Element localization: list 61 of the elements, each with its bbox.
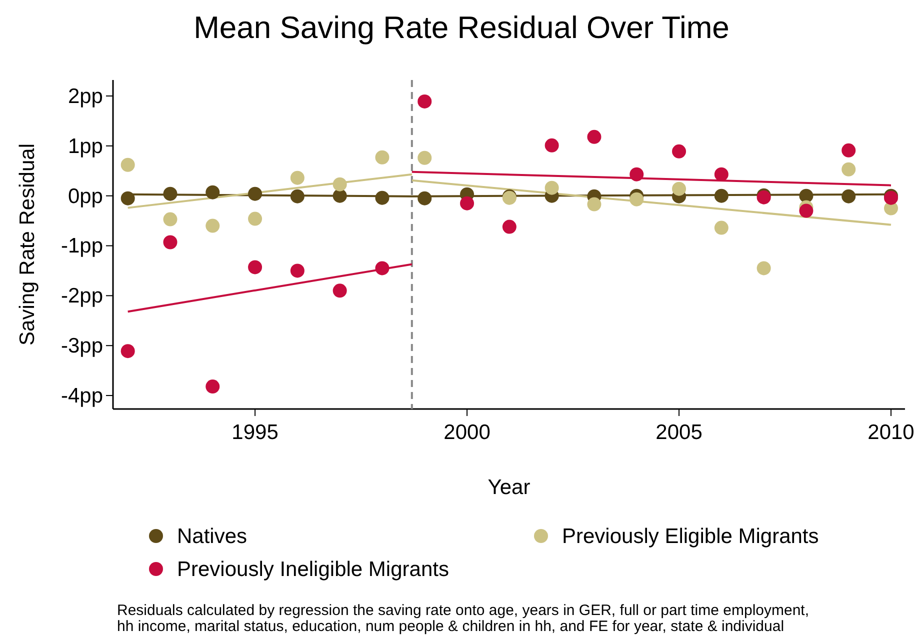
y-tick-label: 1pp xyxy=(68,134,103,158)
legend-label: Natives xyxy=(177,525,248,548)
point xyxy=(163,186,178,201)
point xyxy=(120,158,135,172)
legend-label: Previously Eligible Migrants xyxy=(562,525,819,548)
point xyxy=(332,284,347,298)
point xyxy=(375,190,390,205)
point xyxy=(290,189,304,204)
point xyxy=(714,220,728,235)
point xyxy=(375,150,390,164)
y-tick-label: -1pp xyxy=(60,234,103,258)
point xyxy=(630,192,644,206)
point xyxy=(418,150,432,165)
point xyxy=(290,170,304,185)
point xyxy=(672,144,686,158)
point xyxy=(756,261,771,276)
point xyxy=(163,212,178,226)
point xyxy=(248,186,262,201)
point xyxy=(163,235,178,250)
point xyxy=(248,260,262,274)
x-tick-label: 2010 xyxy=(868,421,914,444)
point xyxy=(587,197,602,212)
x-tick-label: 1995 xyxy=(232,421,278,444)
point xyxy=(842,189,856,204)
point xyxy=(714,188,728,203)
point xyxy=(544,180,559,195)
point xyxy=(206,380,220,394)
point xyxy=(502,220,516,234)
point xyxy=(206,185,220,200)
y-tick-label: -4pp xyxy=(60,384,103,408)
point xyxy=(587,130,602,144)
chart-title: Mean Saving Rate Residual Over Time xyxy=(194,10,730,45)
point xyxy=(248,212,262,226)
point xyxy=(460,196,474,210)
point xyxy=(120,191,135,206)
y-tick-label: 2pp xyxy=(68,84,103,108)
x-tick-label: 2000 xyxy=(444,421,490,444)
point xyxy=(842,162,856,176)
point xyxy=(714,167,728,182)
point xyxy=(120,344,135,358)
point xyxy=(332,188,347,203)
point xyxy=(799,204,814,218)
legend-label: Previously Ineligible Migrants xyxy=(177,558,449,581)
point xyxy=(332,177,347,192)
point xyxy=(544,138,559,152)
y-tick-label: 0pp xyxy=(68,184,103,208)
text: Residuals calculated by regression the saving rate onto age, years in GER, full or part time employment, hh income, marital status, education, num people & children in hh, and FE for year, state & individual xyxy=(117,602,810,635)
point xyxy=(418,191,432,206)
point xyxy=(375,261,390,276)
x-axis-title: Year xyxy=(488,476,530,499)
point xyxy=(206,218,220,233)
point xyxy=(672,182,686,196)
x-tick-label: 2005 xyxy=(656,421,702,444)
point xyxy=(418,94,432,108)
y-axis-title: Saving Rate Residual xyxy=(16,144,39,346)
point xyxy=(799,188,814,203)
point xyxy=(842,143,856,158)
point xyxy=(290,264,304,278)
point xyxy=(630,167,644,182)
y-tick-label: -3pp xyxy=(60,334,103,358)
y-tick-label: -2pp xyxy=(60,284,103,308)
